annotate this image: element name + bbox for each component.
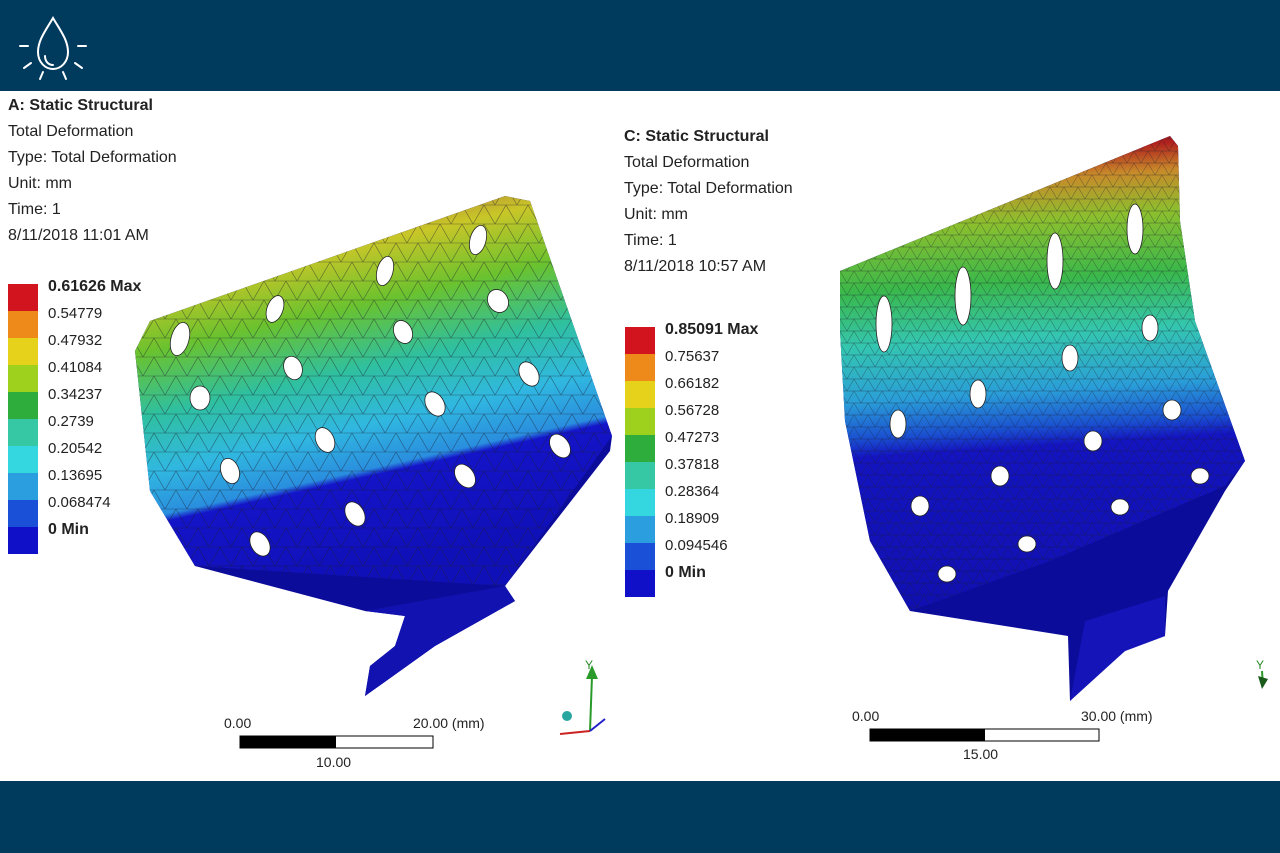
panel-a-scale-bar (239, 735, 434, 749)
lightbulb-drop-icon (19, 16, 87, 80)
legend-swatch (8, 311, 38, 338)
legend-swatch (625, 516, 655, 543)
panel-a-legend: 0.61626 Max 0.54779 0.47932 0.41084 0.34… (8, 278, 188, 554)
legend-swatch (8, 527, 38, 554)
legend-label: 0.28364 (665, 483, 720, 500)
legend-swatch (8, 446, 38, 473)
model-c[interactable] (840, 136, 1245, 701)
panel-c-scale-bar (869, 728, 1100, 742)
legend-label: 0.41084 (48, 359, 103, 376)
legend-swatch (625, 408, 655, 435)
legend-swatch (625, 489, 655, 516)
legend-label: 0.13695 (48, 467, 103, 484)
legend-label: 0.47273 (665, 429, 720, 446)
panel-a-type: Type: Total Deformation (8, 149, 177, 166)
legend-max-label: 0.85091 Max (665, 321, 759, 338)
legend-label: 0.094546 (665, 537, 728, 554)
panel-c-scale-start: 0.00 (852, 708, 880, 724)
legend-max-label: 0.61626 Max (48, 278, 142, 295)
panel-a-scale-end: 20.00 (mm) (413, 715, 485, 731)
legend-label: 0.37818 (665, 456, 720, 473)
legend-swatch (625, 570, 655, 597)
model-a-holes (169, 224, 571, 557)
legend-swatch (625, 381, 655, 408)
panel-c-timestamp: 8/11/2018 10:57 AM (624, 258, 767, 275)
panel-c-time: Time: 1 (624, 232, 677, 249)
panel-a-title: A: Static Structural (8, 97, 153, 114)
legend-label: 0.56728 (665, 402, 720, 419)
header-bar (0, 0, 1280, 91)
panel-a-unit: Unit: mm (8, 175, 72, 192)
legend-label: 0.2739 (48, 413, 94, 430)
legend-label: 0.20542 (48, 440, 103, 457)
legend-label: 0.47932 (48, 332, 103, 349)
panel-c-scale-mid: 15.00 (963, 746, 999, 762)
axis-triad-icon[interactable]: Y (1256, 658, 1268, 689)
legend-swatch (8, 500, 38, 527)
panel-a-scale-start: 0.00 (224, 715, 252, 731)
legend-label: 0.18909 (665, 510, 720, 527)
simulation-viewport[interactable]: A: Static Structural Total Deformation T… (0, 91, 1280, 781)
model-a[interactable] (135, 196, 612, 696)
panel-c-legend: 0.85091 Max 0.75637 0.66182 0.56728 0.47… (625, 321, 805, 597)
legend-swatch (8, 284, 38, 311)
legend-swatch (8, 365, 38, 392)
legend-swatch (625, 543, 655, 570)
legend-swatch (8, 473, 38, 500)
panel-a-info: A: Static Structural Total Deformation T… (8, 93, 177, 249)
legend-swatch (625, 354, 655, 381)
legend-swatch (625, 462, 655, 489)
panel-a-timestamp: 8/11/2018 11:01 AM (8, 227, 149, 244)
footer-bar (0, 781, 1280, 853)
panel-a-time: Time: 1 (8, 201, 61, 218)
legend-swatch (8, 419, 38, 446)
panel-c-result-name: Total Deformation (624, 154, 750, 171)
panel-c-title: C: Static Structural (624, 128, 769, 145)
legend-swatch (8, 338, 38, 365)
model-canvas[interactable]: Y Y (0, 91, 1280, 781)
model-c-holes (875, 203, 1210, 583)
legend-swatch (625, 327, 655, 354)
triad-y-label: Y (585, 658, 593, 672)
legend-min-label: 0 Min (665, 564, 706, 581)
panel-a-scale-mid: 10.00 (316, 754, 352, 770)
triad-y-label: Y (1256, 658, 1264, 672)
legend-label: 0.34237 (48, 386, 103, 403)
legend-label: 0.068474 (48, 494, 111, 511)
legend-label: 0.54779 (48, 305, 103, 322)
panel-c-info: C: Static Structural Total Deformation T… (624, 124, 793, 280)
legend-label: 0.75637 (665, 348, 720, 365)
panel-c-scale-end: 30.00 (mm) (1081, 708, 1153, 724)
legend-swatch (8, 392, 38, 419)
axis-triad-icon[interactable]: Y (559, 658, 606, 735)
legend-swatch (625, 435, 655, 462)
panel-c-unit: Unit: mm (624, 206, 688, 223)
legend-label: 0.66182 (665, 375, 720, 392)
panel-c-type: Type: Total Deformation (624, 180, 793, 197)
panel-a-result-name: Total Deformation (8, 123, 134, 140)
legend-min-label: 0 Min (48, 521, 89, 538)
